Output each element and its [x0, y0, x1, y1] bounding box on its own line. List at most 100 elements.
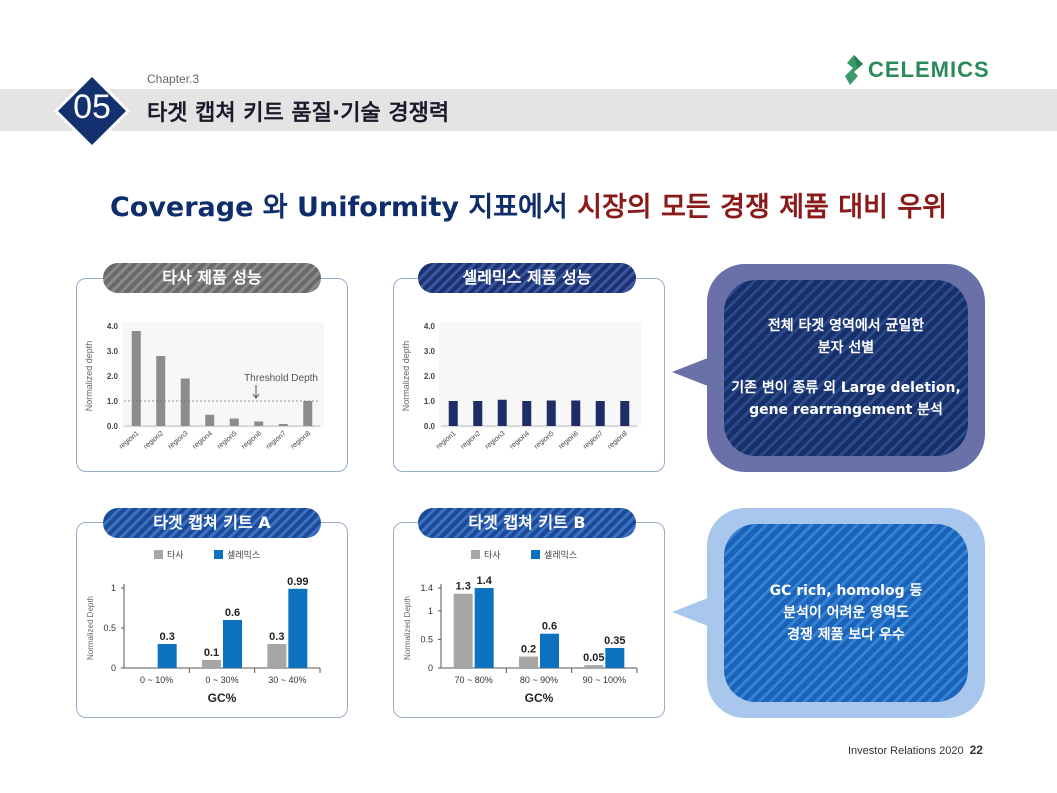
celemics-logo-icon	[845, 55, 863, 85]
legend-swatch	[154, 550, 163, 559]
x-tick-label: region2	[143, 430, 165, 450]
x-tick-label: region4	[192, 430, 214, 450]
x-tick-label: region1	[118, 430, 140, 450]
x-tick-label: 80 ~ 90%	[520, 675, 558, 685]
bar	[229, 418, 239, 426]
panel-celemics-label: 셀레믹스 제품 성능	[418, 263, 636, 293]
y-tick-label: 0.0	[424, 422, 436, 431]
chart-celemics: Normalized depth 0.0 1.0 2.0 3.0 4.0 region1 re…	[401, 322, 641, 451]
y-tick-label: 1	[428, 606, 433, 616]
page-number: 22	[969, 743, 983, 757]
bar	[205, 414, 215, 426]
legend-swatch	[214, 550, 223, 559]
x-tick-label: region7	[582, 430, 604, 450]
headline: Coverage 와 Uniformity 지표에서 시장의 모든 경쟁 제품 …	[0, 185, 1057, 224]
y-tick-label: 0.5	[420, 634, 433, 644]
x-tick-label: region7	[265, 430, 287, 450]
bar	[571, 400, 581, 426]
legend-swatch	[471, 550, 480, 559]
bar	[584, 665, 604, 668]
bar	[157, 644, 177, 668]
bubble-bottom-line: 분석이 어려운 영역도	[783, 605, 909, 621]
x-tick-label: region3	[167, 430, 189, 450]
bar	[448, 401, 458, 426]
chart-kit-b: 타사 셀레믹스 Normalized Depth 0 0.5 1 1.4 70 ~ 80% 1.…	[403, 549, 638, 705]
footer: Investor Relations 2020 22	[848, 743, 983, 757]
data-label: 0.05	[583, 652, 604, 664]
footer-text: Investor Relations 2020	[848, 745, 964, 757]
bubble-top-line: 분자 선별	[817, 340, 875, 356]
header-band	[0, 89, 1057, 131]
bar	[497, 399, 507, 426]
bar	[288, 588, 308, 668]
celemics-logo: CELEMICS	[868, 57, 990, 82]
y-tick-label: 0.0	[107, 422, 119, 431]
data-label: 0.6	[542, 621, 557, 633]
y-tick-label: 0.5	[103, 623, 116, 633]
bar	[202, 660, 221, 668]
data-label: 0.1	[204, 647, 219, 659]
y-tick-label: 1.4	[420, 583, 433, 593]
y-axis-label: Normalized Depth	[403, 596, 412, 660]
x-axis-label: GC%	[208, 691, 237, 705]
data-label: 1.3	[456, 581, 471, 593]
x-tick-label: region5	[216, 430, 238, 450]
y-tick-label: 3.0	[424, 347, 436, 356]
bar	[278, 424, 288, 426]
bar	[223, 620, 242, 668]
plot-background	[439, 322, 641, 428]
bubble-bottom: GC rich, homolog 등 분석이 어려운 영역도 경쟁 제품 보다 …	[724, 524, 968, 702]
y-tick-label: 2.0	[424, 372, 436, 381]
data-label: 0.6	[225, 607, 240, 619]
bar	[156, 356, 166, 426]
x-tick-label: 70 ~ 80%	[455, 675, 493, 685]
y-tick-label: 4.0	[424, 322, 436, 331]
y-tick-label: 1.0	[424, 397, 436, 406]
bar	[303, 401, 313, 426]
x-tick-label: region8	[290, 430, 312, 450]
chart-kit-a: 타사 셀레믹스 Normalized Depth 0 0.5 1 0 ~ 10% 0.3 0 ~…	[86, 549, 321, 705]
panel-kit-a-label: 타겟 캡쳐 키트 A	[103, 508, 321, 538]
legend-label: 타사	[484, 550, 501, 560]
plot-background	[122, 322, 324, 428]
y-tick-label: 4.0	[107, 322, 119, 331]
y-axis-label: Normalized depth	[401, 341, 411, 412]
legend-label: 셀레믹스	[227, 549, 260, 560]
threshold-arrow	[252, 385, 260, 399]
bar	[522, 401, 532, 426]
bubble-top-line: 기존 변이 종류 외 Large deletion,	[731, 380, 961, 396]
bubble-bottom-pointer	[672, 594, 718, 630]
bubble-top-line: 전체 타겟 영역에서 균일한	[767, 318, 925, 334]
bubble-bottom-line: GC rich, homolog 등	[769, 583, 923, 599]
data-label: 0.35	[604, 635, 625, 647]
bar	[180, 378, 190, 426]
x-tick-label: 0 ~ 30%	[205, 675, 238, 685]
x-tick-label: region8	[607, 430, 629, 450]
y-tick-label: 1.0	[107, 397, 119, 406]
x-tick-label: region1	[435, 430, 457, 450]
y-tick-label: 0	[111, 663, 116, 673]
y-axis-label: Normalized Depth	[86, 596, 95, 660]
page-title: 타겟 캡쳐 키트 품질·기술 경쟁력	[147, 101, 450, 126]
bar	[620, 401, 630, 426]
chapter-label: Chapter.3	[147, 72, 200, 86]
bar	[254, 421, 264, 426]
y-tick-label: 0	[428, 663, 433, 673]
legend-label: 셀레믹스	[544, 549, 577, 560]
panel-competitor-label: 타사 제품 성능	[103, 263, 321, 293]
threshold-annotation: Threshold Depth	[244, 373, 318, 384]
bubble-top-line: gene rearrangement 분석	[749, 402, 943, 418]
bar	[546, 400, 556, 426]
x-axis-label: GC%	[525, 691, 554, 705]
panel-kit-b-label: 타겟 캡쳐 키트 B	[418, 508, 636, 538]
section-badge	[54, 73, 130, 149]
section-number: 05	[73, 88, 111, 126]
data-label: 0.99	[287, 576, 308, 588]
bar	[595, 401, 605, 426]
x-tick-label: 30 ~ 40%	[268, 675, 306, 685]
data-label: 0.2	[521, 644, 536, 656]
y-tick-label: 2.0	[107, 372, 119, 381]
bar	[453, 593, 473, 668]
x-tick-label: 0 ~ 10%	[140, 675, 173, 685]
